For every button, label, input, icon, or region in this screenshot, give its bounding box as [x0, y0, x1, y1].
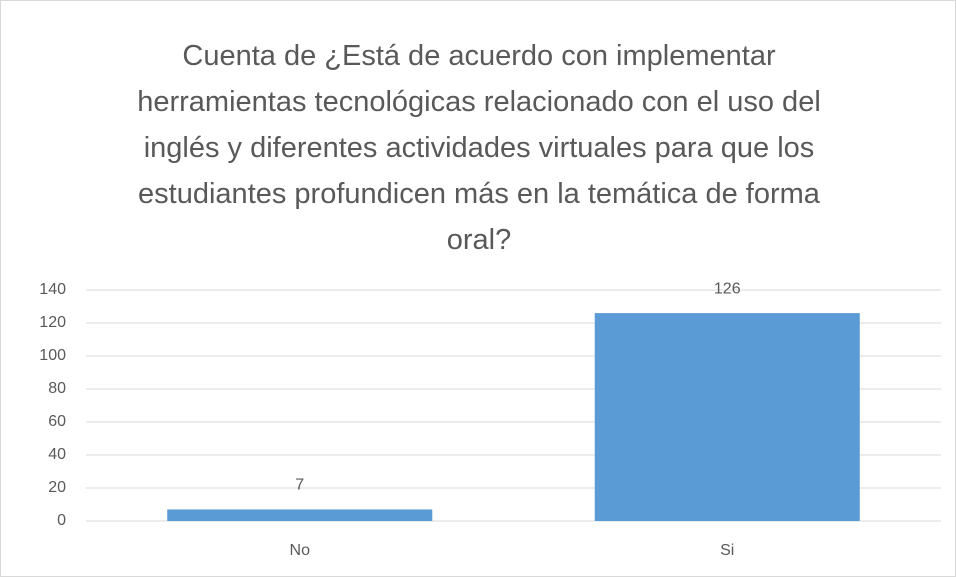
data-label: 126 — [714, 280, 741, 297]
y-tick-label: 20 — [48, 479, 66, 496]
y-tick-label: 140 — [39, 281, 66, 298]
chart-title: Cuenta de ¿Está de acuerdo con implement… — [137, 40, 821, 256]
y-tick-label: 80 — [48, 380, 66, 397]
x-tick-label: No — [290, 542, 311, 559]
y-tick-label: 0 — [57, 512, 66, 529]
bar — [594, 313, 860, 521]
x-tick-label: Si — [720, 542, 734, 559]
y-tick-label: 120 — [39, 314, 66, 331]
bar — [167, 509, 433, 521]
y-tick-label: 40 — [48, 446, 66, 463]
y-tick-label: 60 — [48, 413, 66, 430]
data-label: 7 — [295, 477, 304, 494]
y-tick-label: 100 — [39, 347, 66, 364]
